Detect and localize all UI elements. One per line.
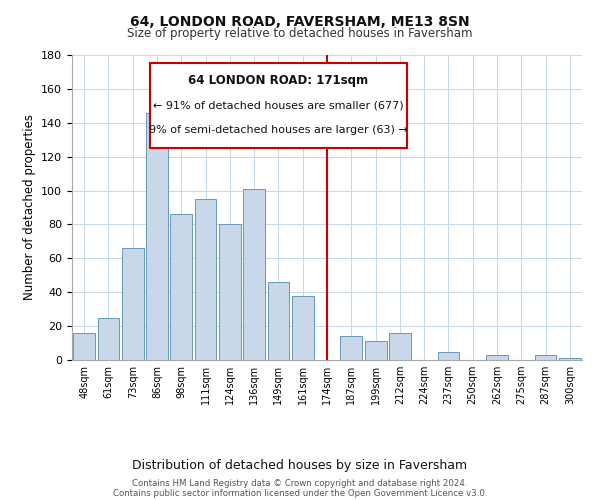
Bar	[292, 296, 314, 360]
Bar	[340, 336, 362, 360]
Bar	[97, 318, 119, 360]
Bar	[243, 189, 265, 360]
Bar	[535, 355, 556, 360]
Text: Size of property relative to detached houses in Faversham: Size of property relative to detached ho…	[127, 28, 473, 40]
Bar	[170, 214, 192, 360]
Bar	[122, 248, 143, 360]
Bar	[194, 199, 217, 360]
Bar	[365, 342, 386, 360]
Text: 64, LONDON ROAD, FAVERSHAM, ME13 8SN: 64, LONDON ROAD, FAVERSHAM, ME13 8SN	[130, 15, 470, 29]
Text: Distribution of detached houses by size in Faversham: Distribution of detached houses by size …	[133, 458, 467, 471]
Bar	[268, 282, 289, 360]
Bar	[73, 333, 95, 360]
Bar	[146, 112, 168, 360]
Y-axis label: Number of detached properties: Number of detached properties	[23, 114, 35, 300]
Text: Contains public sector information licensed under the Open Government Licence v3: Contains public sector information licen…	[113, 488, 487, 498]
Text: 9% of semi-detached houses are larger (63) →: 9% of semi-detached houses are larger (6…	[149, 125, 408, 135]
Bar	[437, 352, 460, 360]
Bar	[389, 333, 411, 360]
Text: Contains HM Land Registry data © Crown copyright and database right 2024.: Contains HM Land Registry data © Crown c…	[132, 478, 468, 488]
Text: ← 91% of detached houses are smaller (677): ← 91% of detached houses are smaller (67…	[153, 100, 404, 110]
Bar	[559, 358, 581, 360]
Text: 64 LONDON ROAD: 171sqm: 64 LONDON ROAD: 171sqm	[188, 74, 368, 87]
Bar	[486, 355, 508, 360]
Bar	[219, 224, 241, 360]
FancyBboxPatch shape	[149, 62, 407, 148]
